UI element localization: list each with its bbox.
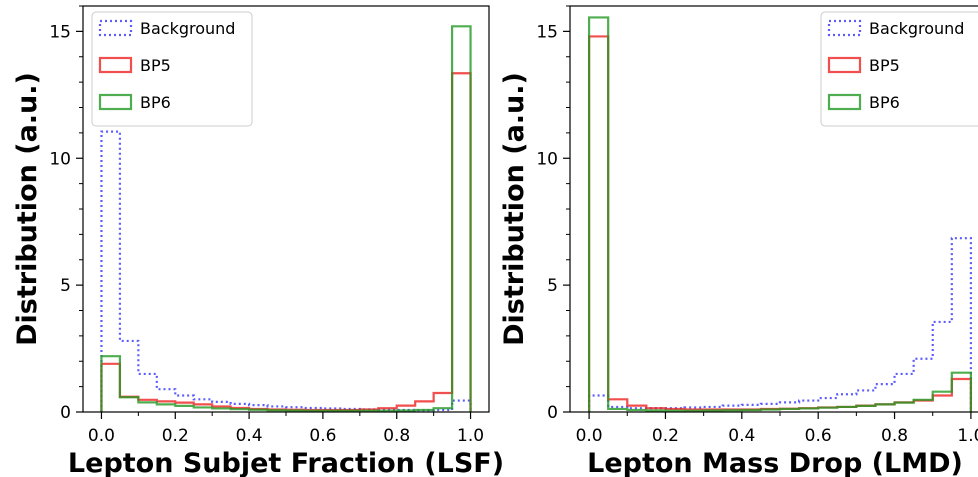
- legend-swatch-background: [827, 19, 862, 37]
- x-tick-label: 0.0: [88, 426, 115, 446]
- x-axis-label: Lepton Mass Drop (LMD): [587, 448, 963, 477]
- lmd-histogram-panel: 0.0 0.2 0.4 0.6 0.8 1.0 0 5 10 15 Lepton Mass Drop…: [499, 5, 978, 477]
- y-tick-label: 0: [547, 403, 558, 423]
- series-bp6-step: [587, 16, 973, 412]
- y-tick-label: 5: [547, 276, 558, 296]
- x-tick-label: 0.4: [236, 426, 263, 446]
- y-tick-label: 15: [49, 22, 71, 42]
- x-tick-label: 1.0: [957, 426, 978, 446]
- legend-label-bp6: BP6: [140, 93, 171, 112]
- legend-swatch-background: [98, 19, 133, 37]
- legend-label-background: Background: [140, 19, 235, 38]
- x-tick-label: 0.8: [881, 426, 908, 446]
- x-tick-label: 0.4: [728, 426, 755, 446]
- y-tick-label: 15: [536, 22, 558, 42]
- series-bp6-step: [100, 25, 472, 412]
- lsf-histogram-panel: 0.0 0.2 0.4 0.6 0.8 1.0 0 5 10 15 Lepton Subjet Fr…: [12, 5, 504, 477]
- y-axis-label: Distribution (a.u.): [12, 72, 43, 346]
- x-axis-label: Lepton Subjet Fraction (LSF): [68, 448, 504, 477]
- y-tick-label: 10: [49, 149, 71, 169]
- legend-label-bp5: BP5: [869, 56, 900, 75]
- x-tick-label: 0.2: [162, 426, 189, 446]
- y-tick-label: 10: [536, 149, 558, 169]
- x-tick-label: 0.8: [383, 426, 410, 446]
- legend-label-bp5: BP5: [140, 56, 171, 75]
- histogram-series-group: [587, 16, 973, 412]
- x-tick-label: 0.0: [576, 426, 603, 446]
- legend-label-bp6: BP6: [869, 93, 900, 112]
- y-tick-label: 0: [60, 403, 71, 423]
- x-tick-label: 1.0: [457, 426, 484, 446]
- y-tick-label: 5: [60, 276, 71, 296]
- legend-swatch-bp5: [827, 56, 862, 74]
- legend-swatch-bp6: [98, 93, 133, 111]
- legend-swatch-bp6: [827, 93, 862, 111]
- legend: Background BP5 BP6: [820, 11, 978, 127]
- series-background-step: [100, 130, 472, 412]
- x-tick-label: 0.6: [805, 426, 832, 446]
- histogram-series-group: [100, 25, 472, 412]
- x-tick-label: 0.6: [309, 426, 336, 446]
- x-tick-label: 0.2: [652, 426, 679, 446]
- legend-label-background: Background: [869, 19, 964, 38]
- legend-swatch-bp5: [98, 56, 133, 74]
- legend: Background BP5 BP6: [91, 11, 253, 127]
- y-axis-label: Distribution (a.u.): [499, 72, 530, 346]
